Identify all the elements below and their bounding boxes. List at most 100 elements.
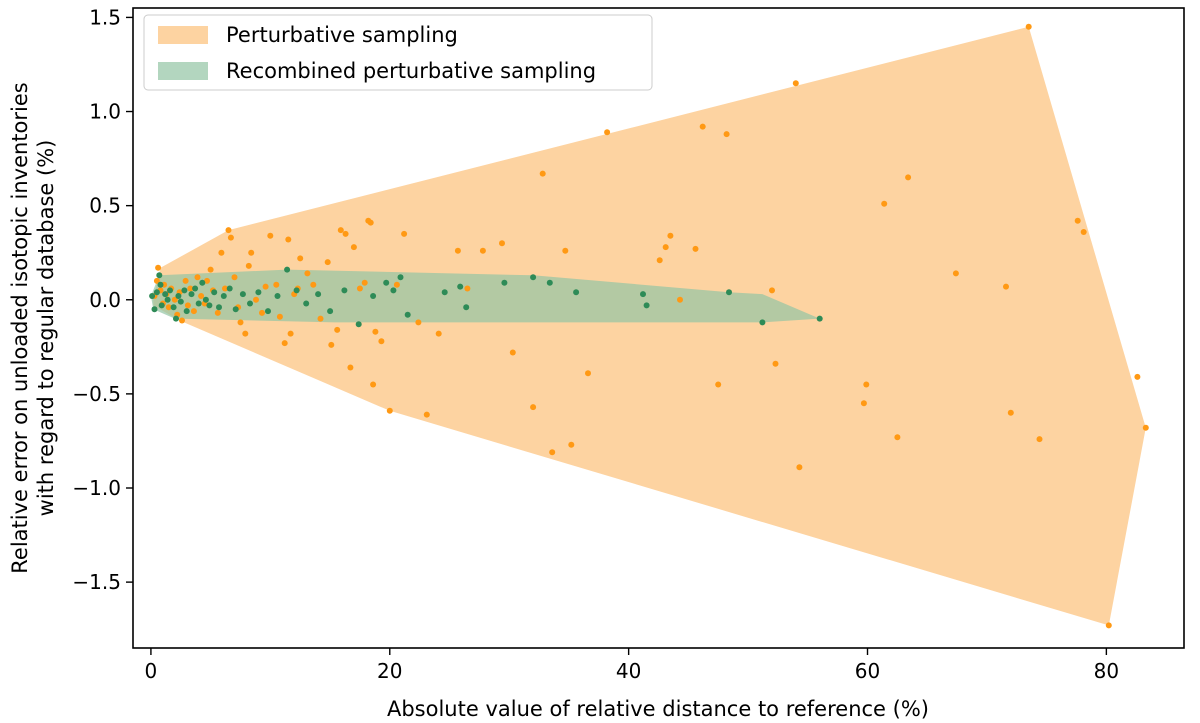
- perturbative-sampling-points: [151, 23, 1149, 629]
- perturbative-sampling-point-27: [227, 234, 234, 241]
- perturbative-sampling-point-52: [337, 227, 344, 234]
- recombined-perturbative-sampling-point-48: [546, 279, 553, 286]
- perturbative-sampling-point-94: [863, 381, 870, 388]
- y-axis-label-line-2: with regard to regular database (%): [34, 140, 58, 517]
- perturbative-sampling-point-13: [182, 277, 189, 284]
- perturbative-sampling-point-55: [350, 244, 357, 251]
- x-tick-label-2: 40: [616, 659, 641, 683]
- x-axis-label: Absolute value of relative distance to r…: [387, 697, 929, 721]
- perturbative-sampling-point-63: [386, 407, 393, 414]
- perturbative-sampling-point-73: [509, 349, 516, 356]
- perturbative-sampling-point-16: [190, 308, 197, 315]
- perturbative-sampling-point-36: [262, 283, 269, 290]
- perturbative-sampling-point-97: [905, 174, 912, 181]
- recombined-perturbative-sampling-point-24: [226, 285, 233, 292]
- recombined-perturbative-sampling-point-9: [170, 304, 177, 311]
- axes-frame: [132, 7, 1185, 649]
- recombined-perturbative-sampling-point-15: [188, 291, 195, 298]
- perturbative-sampling-point-40: [281, 340, 288, 347]
- perturbative-sampling-point-57: [361, 279, 368, 286]
- recombined-perturbative-sampling-point-50: [640, 291, 646, 298]
- recombined-perturbative-sampling-point-26: [239, 291, 246, 298]
- recombined-perturbative-sampling-point-30: [274, 293, 281, 299]
- recombined-perturbative-sampling-point-27: [247, 300, 253, 307]
- perturbative-sampling-point-25: [222, 285, 228, 292]
- perturbative-sampling-point-70: [464, 285, 471, 292]
- perturbative-sampling-point-71: [479, 247, 486, 254]
- perturbative-sampling-point-47: [310, 281, 317, 288]
- perturbative-sampling-point-53: [342, 230, 349, 237]
- perturbative-sampling-point-62: [378, 338, 385, 345]
- perturbative-sampling-point-20: [204, 277, 210, 284]
- perturbative-sampling-point-74: [530, 404, 537, 411]
- recombined-perturbative-sampling-point-49: [573, 289, 580, 296]
- perturbative-sampling-point-100: [1007, 409, 1014, 416]
- y-tick-label-0: −1.5: [72, 570, 121, 594]
- perturbative-sampling-point-77: [562, 247, 569, 254]
- perturbative-sampling-point-83: [667, 232, 674, 239]
- perturbative-sampling-point-102: [1036, 436, 1043, 443]
- y-axis-label-line-1: Relative error on unloaded isotopic inve…: [8, 82, 32, 573]
- perturbative-sampling-point-93: [860, 400, 867, 407]
- perturbative-sampling-point-51: [334, 326, 341, 333]
- x-axis-ticks: 0 20 40 60 80: [145, 648, 1119, 683]
- perturbative-sampling-point-88: [723, 131, 730, 138]
- perturbative-sampling-point-17: [194, 274, 201, 281]
- y-tick-label-4: 0.5: [89, 194, 121, 218]
- perturbative-sampling-point-105: [1105, 622, 1112, 629]
- y-axis-ticks: −1.5 −1.0 −0.5 0.0 0.5 1.0 1.5: [72, 5, 133, 594]
- perturbative-sampling-point-31: [242, 330, 249, 337]
- recombined-perturbative-sampling-point-44: [457, 283, 464, 290]
- y-tick-label-6: 1.5: [89, 5, 121, 29]
- perturbative-sampling-point-99: [1003, 283, 1009, 290]
- recombined-perturbative-sampling-point-39: [383, 279, 390, 286]
- perturbative-sampling-point-39: [276, 313, 283, 320]
- recombined-perturbative-sampling-point-17: [195, 300, 202, 307]
- perturbative-sampling-point-23: [214, 309, 221, 316]
- recombined-perturbative-sampling-point-21: [211, 289, 218, 296]
- recombined-perturbative-sampling-point-4: [157, 281, 164, 288]
- perturbative-sampling-region: [153, 26, 1146, 626]
- perturbative-sampling-point-75: [539, 170, 546, 177]
- perturbative-sampling-point-106: [1134, 373, 1141, 380]
- recombined-perturbative-sampling-point-38: [370, 293, 377, 299]
- perturbative-sampling-point-87: [715, 381, 722, 388]
- perturbative-sampling-point-81: [656, 257, 663, 264]
- perturbative-sampling-point-33: [248, 249, 255, 256]
- perturbative-sampling-point-35: [259, 309, 265, 316]
- perturbative-sampling-point-48: [317, 315, 324, 322]
- legend-swatch-recombined-perturbative-sampling: [158, 62, 208, 80]
- recombined-perturbative-sampling-point-36: [341, 287, 348, 294]
- perturbative-sampling-point-78: [568, 441, 575, 448]
- perturbative-sampling-point-37: [267, 232, 274, 239]
- perturbative-sampling-point-65: [401, 230, 408, 237]
- recombined-perturbative-sampling-point-54: [816, 315, 823, 322]
- perturbative-sampling-point-72: [499, 240, 505, 247]
- recombined-perturbative-sampling-points: [149, 266, 823, 328]
- recombined-perturbative-sampling-point-8: [167, 287, 173, 294]
- perturbative-sampling-point-1: [153, 277, 160, 284]
- perturbative-sampling-point-14: [184, 302, 191, 309]
- perturbative-sampling-point-95: [881, 200, 888, 207]
- perturbative-sampling-point-46: [304, 270, 311, 277]
- recombined-perturbative-sampling-point-23: [220, 293, 227, 299]
- perturbative-sampling-point-42: [287, 330, 294, 337]
- recombined-perturbative-sampling-point-25: [232, 306, 239, 313]
- recombined-perturbative-sampling-point-0: [149, 293, 156, 299]
- recombined-perturbative-sampling-point-43: [441, 289, 448, 296]
- perturbative-sampling-point-50: [328, 341, 335, 348]
- recombined-perturbative-sampling-point-37: [355, 321, 362, 328]
- legend-box: [143, 14, 653, 91]
- x-tick-label-1: 20: [377, 659, 402, 683]
- perturbative-sampling-point-60: [370, 381, 377, 388]
- perturbative-sampling-point-41: [285, 236, 292, 243]
- perturbative-sampling-point-68: [435, 330, 442, 337]
- recombined-perturbative-sampling-point-40: [390, 287, 397, 294]
- legend: Perturbative sampling Recombined perturb…: [143, 14, 653, 91]
- perturbative-sampling-point-92: [796, 464, 803, 471]
- perturbative-sampling-point-18: [198, 293, 205, 299]
- perturbative-sampling-point-2: [155, 264, 162, 271]
- recombined-perturbative-sampling-point-5: [158, 302, 165, 309]
- recombined-perturbative-sampling-point-28: [255, 289, 262, 296]
